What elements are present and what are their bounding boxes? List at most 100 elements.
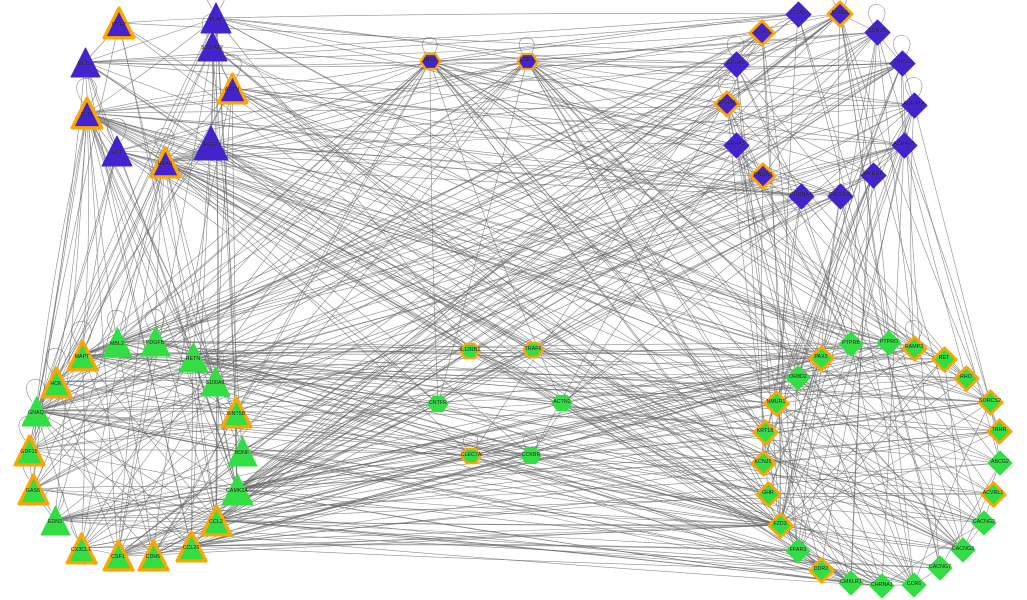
graph-node-il12rb1[interactable]: IL12RB1 xyxy=(459,340,481,362)
graph-node-irs1[interactable]: IRS1 xyxy=(419,50,442,73)
graph-node-hck[interactable]: HCK xyxy=(40,366,73,399)
graph-node-cnga3[interactable]: CNGA3 xyxy=(749,162,777,190)
graph-edge xyxy=(28,62,903,451)
triangle-node-glyph xyxy=(200,366,230,396)
graph-edge xyxy=(190,543,799,552)
graph-node-mtf2[interactable]: MTF2 xyxy=(102,6,136,40)
graph-node-esr2[interactable]: ESR2 xyxy=(516,50,539,73)
graph-node-rho[interactable]: RHO xyxy=(953,365,980,392)
graph-node-itga5[interactable]: ITGA5 xyxy=(785,1,812,28)
graph-node-klrf1[interactable]: KLRF1 xyxy=(826,0,854,28)
graph-node-cacng2[interactable]: CACNG2 xyxy=(971,510,997,536)
graph-node-nmur1[interactable]: NMUR1 xyxy=(763,390,790,417)
hexagon-node-glyph xyxy=(551,394,573,412)
graph-node-ptpro[interactable]: PTPRO xyxy=(876,330,902,356)
graph-node-kcnj5[interactable]: KCNJ5 xyxy=(750,450,777,477)
graph-edge xyxy=(192,356,883,587)
triangle-node-glyph xyxy=(178,342,208,372)
graph-node-ramp3[interactable]: RAMP3 xyxy=(901,335,928,362)
graph-node-scn3b[interactable]: SCN3B xyxy=(864,19,891,46)
graph-node-pax3[interactable]: PAX3 xyxy=(808,345,835,372)
graph-node-gas6[interactable]: GAS6 xyxy=(17,473,50,506)
graph-node-pdgfb[interactable]: PDGFB xyxy=(140,326,171,357)
graph-node-artn[interactable]: ARTN xyxy=(216,72,249,105)
graph-edge xyxy=(80,356,194,549)
graph-node-cacng5[interactable]: CACNG5 xyxy=(827,183,854,210)
triangle-node-glyph xyxy=(200,2,232,34)
graph-node-cmklr1[interactable]: CMKLR1 xyxy=(838,570,864,596)
graph-node-muc1[interactable]: MUC1 xyxy=(70,47,101,78)
graph-node-gnaq[interactable]: GNAQ xyxy=(21,396,52,427)
graph-edge xyxy=(797,377,964,551)
hexagon-node-glyph xyxy=(520,447,542,465)
graph-edge xyxy=(469,195,802,352)
graph-edge xyxy=(117,161,166,556)
graph-node-cacng7[interactable]: CACNG7 xyxy=(927,555,953,581)
graph-node-epha4[interactable]: EPHA4 xyxy=(713,90,741,118)
graph-edge xyxy=(54,450,243,521)
graph-node-plat[interactable]: PLAT xyxy=(200,2,232,34)
graph-node-krt18[interactable]: KRT18 xyxy=(752,419,779,446)
graph-node-cx3cl1[interactable]: CX3CL1 xyxy=(65,532,98,565)
graph-edge xyxy=(192,356,439,405)
graph-node-ptprb[interactable]: PTPRB xyxy=(838,331,864,357)
graph-edge xyxy=(235,174,874,413)
graph-node-abcg2[interactable]: ABCG2 xyxy=(987,450,1013,476)
graph-node-traf6[interactable]: TRAF6 xyxy=(522,339,544,361)
graph-node-ccl26[interactable]: CCL26 xyxy=(175,530,208,563)
graph-node-fzd3[interactable]: FZD3 xyxy=(767,512,794,539)
graph-edge xyxy=(735,62,903,146)
graph-node-or8d2[interactable]: OR8D2 xyxy=(785,365,811,391)
graph-node-chrna1[interactable]: CHRNA1 xyxy=(869,573,895,599)
graph-node-il1r2[interactable]: IL1R2 xyxy=(748,19,776,47)
graph-node-wnt5b[interactable]: WNT5B xyxy=(220,396,253,429)
graph-node-adra1b[interactable]: ADRA1B xyxy=(891,132,918,159)
graph-node-acvrl1[interactable]: ACVRL1 xyxy=(980,481,1007,508)
graph-edge xyxy=(55,357,822,383)
graph-node-bdnf[interactable]: BDNF xyxy=(227,436,258,467)
graph-node-cckbr[interactable]: CCKBR xyxy=(520,445,542,467)
graph-node-ddr2[interactable]: DDR2 xyxy=(808,557,835,584)
graph-node-adra1a[interactable]: ADRA1A xyxy=(901,92,928,119)
graph-node-sorcs2[interactable]: SORCS2 xyxy=(977,389,1004,416)
graph-edge xyxy=(775,347,915,404)
graph-edge xyxy=(761,32,781,526)
graph-node-trhr[interactable]: TRHR xyxy=(986,418,1013,445)
graph-node-camk2a[interactable]: CAMK2A xyxy=(221,473,254,506)
graph-node-s100a12[interactable]: S100A12 xyxy=(197,31,228,62)
graph-node-trpv1[interactable]: TRPV1 xyxy=(889,50,916,77)
graph-edge xyxy=(152,174,874,556)
graph-node-cntfr[interactable]: CNTFR xyxy=(427,393,449,415)
hexagon-node-glyph xyxy=(460,447,482,465)
graph-node-chrna4[interactable]: CHRNA4 xyxy=(788,183,815,210)
graph-node-epha3[interactable]: EPHA3 xyxy=(723,132,750,159)
graph-edge xyxy=(764,431,883,587)
graph-edge xyxy=(735,144,799,552)
graph-node-ghr[interactable]: GHR xyxy=(755,481,782,508)
graph-edge xyxy=(779,401,991,526)
triangle-node-glyph xyxy=(193,125,229,161)
graph-node-fgf2[interactable]: FGF2 xyxy=(193,125,229,161)
graph-node-csf1[interactable]: CSF1 xyxy=(102,539,135,572)
graph-node-epha5[interactable]: EPHA5 xyxy=(723,51,750,78)
graph-edge xyxy=(35,377,799,412)
graph-edge xyxy=(214,373,967,382)
graph-node-hras[interactable]: HRAS xyxy=(149,146,182,179)
graph-node-clec7a[interactable]: CLEC7A xyxy=(460,445,482,467)
graph-node-flt1[interactable]: FLT1 xyxy=(70,96,104,130)
graph-edge xyxy=(470,455,852,584)
graph-edge xyxy=(116,144,737,343)
graph-node-s100a9[interactable]: S100A9 xyxy=(200,366,231,397)
graph-node-actn2[interactable]: ACTN2 xyxy=(551,392,573,414)
graph-node-mbl2[interactable]: MBL2 xyxy=(102,327,133,358)
graph-node-cdh5[interactable]: CDH5 xyxy=(137,539,170,572)
graph-node-amhr2[interactable]: AMHR2 xyxy=(860,162,887,189)
graph-node-cacng3[interactable]: CACNG3 xyxy=(950,537,976,563)
diamond-node-glyph xyxy=(950,537,976,563)
graph-node-gdf15[interactable]: GDF15 xyxy=(13,434,46,467)
graph-edge xyxy=(888,342,994,495)
graph-node-fn1[interactable]: FN1 xyxy=(101,135,133,167)
graph-node-ccr6[interactable]: CCR6 xyxy=(901,572,927,598)
graph-self-loop-edge xyxy=(893,35,911,56)
